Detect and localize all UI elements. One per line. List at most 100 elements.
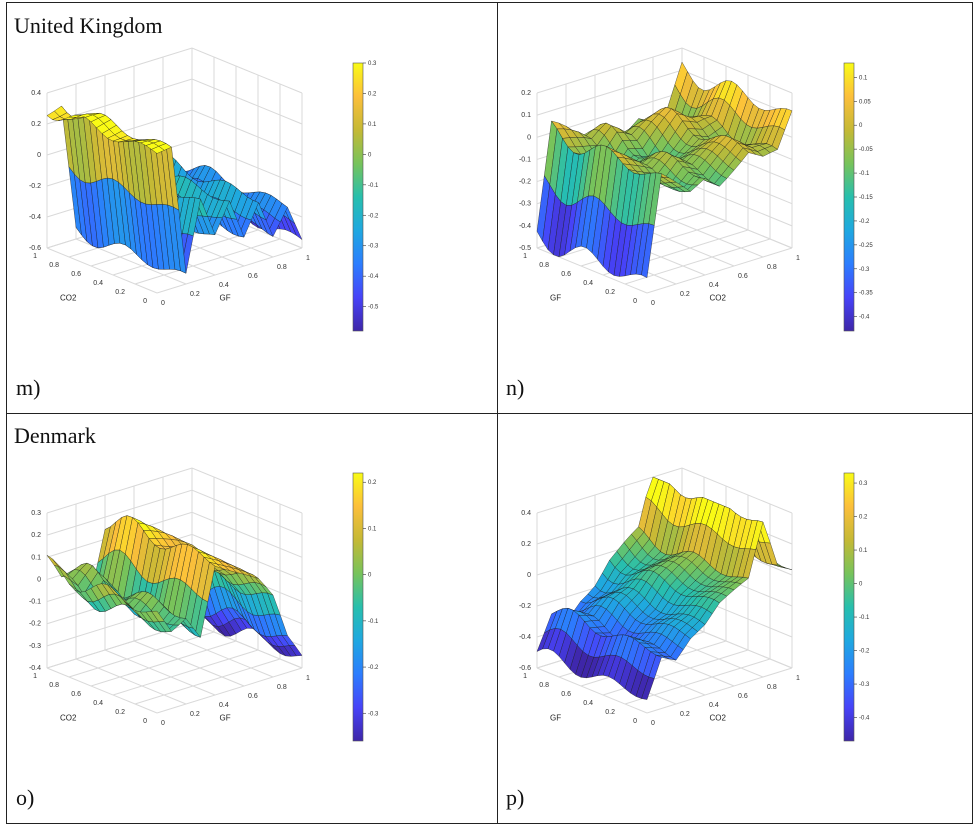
y-tick-label: 0: [633, 718, 637, 725]
z-tick-label: 0.4: [521, 510, 531, 517]
x-tick-label: 0.4: [219, 282, 229, 289]
colorbar-tick-label: -0.2: [859, 219, 870, 225]
y-axis-label: GF: [550, 294, 561, 303]
colorbar: [352, 62, 364, 332]
colorbar: [843, 62, 855, 332]
panel-label: o): [16, 785, 35, 810]
y-tick-label: 1: [523, 253, 527, 260]
panel-label: p): [506, 785, 525, 810]
y-tick-label: 0.8: [49, 262, 59, 269]
chart-panel-3: p) -0.6 -0.4 -0.2 0 0.2 0.4 1 0.8 0.6 0.4 0.2 0 0 0.2 0…: [497, 413, 973, 823]
z-tick-label: -0.2: [29, 183, 41, 190]
x-tick-label: 0.2: [680, 711, 690, 718]
colorbar-tick-label: -0.2: [368, 665, 379, 671]
x-tick-label: 1: [306, 255, 310, 262]
colorbar-tick-label: 0.1: [368, 526, 377, 532]
colorbar-tick-label: 0.3: [859, 481, 868, 487]
x-axis-label: GF: [220, 294, 231, 303]
y-tick-label: 0.6: [561, 691, 571, 698]
x-tick-label: 0: [161, 720, 165, 727]
y-tick-label: 0.2: [115, 289, 125, 296]
x-tick-label: 0.8: [277, 684, 287, 691]
z-tick-label: 0.2: [521, 90, 531, 97]
y-tick-label: 0: [633, 298, 637, 305]
z-tick-label: -0.1: [519, 156, 531, 163]
surface-mesh: [46, 515, 303, 657]
colorbar-tick-label: 0.1: [859, 548, 868, 554]
colorbar-tick-label: -0.25: [859, 243, 873, 249]
y-tick-label: 0.4: [583, 280, 593, 287]
chart-panel-0: United Kingdom m) -0.6 -0.4 -0.2 0 0.2 0.4 1 0.8 0…: [7, 3, 497, 413]
colorbar-tick-label: -0.3: [368, 244, 379, 250]
z-tick-label: -0.4: [29, 665, 41, 672]
colorbar-tick-label: 0.3: [368, 61, 377, 67]
x-tick-label: 0.2: [190, 291, 200, 298]
colorbar-tick-label: -0.35: [859, 291, 873, 297]
country-title: Denmark: [14, 423, 96, 448]
colorbar: [843, 472, 855, 742]
y-tick-label: 0: [143, 718, 147, 725]
colorbar-tick-label: 0: [368, 152, 372, 158]
z-tick-label: -0.2: [519, 603, 531, 610]
panel-label: m): [16, 375, 41, 400]
surface-face: [151, 610, 165, 622]
y-axis-label: CO2: [60, 294, 77, 303]
grid-divider-horizontal: [7, 413, 972, 414]
colorbar-tick-label: -0.4: [859, 315, 870, 321]
z-tick-label: 0: [527, 134, 531, 141]
colorbar-tick-label: -0.3: [368, 711, 379, 717]
surface-face: [151, 146, 165, 154]
y-tick-label: 1: [523, 673, 527, 680]
y-tick-label: 0.2: [115, 709, 125, 716]
y-tick-label: 1: [33, 253, 37, 260]
x-tick-label: 0.4: [709, 282, 719, 289]
x-tick-label: 0.6: [248, 273, 258, 280]
colorbar-tick-label: 0.1: [368, 122, 377, 128]
surface-mesh: [536, 61, 793, 279]
z-tick-label: -0.4: [29, 214, 41, 221]
colorbar-tick-label: -0.1: [368, 619, 379, 625]
colorbar-tick-label: -0.2: [859, 649, 870, 655]
y-tick-label: 0.6: [71, 271, 81, 278]
z-tick-label: -0.3: [29, 643, 41, 650]
colorbar-tick-label: 0.2: [368, 480, 377, 486]
z-tick-label: -0.3: [519, 201, 531, 208]
colorbar-tick-label: -0.4: [368, 274, 379, 280]
colorbar-tick-label: -0.5: [368, 305, 379, 311]
y-tick-label: 0.4: [583, 700, 593, 707]
z-tick-label: 0: [37, 152, 41, 159]
z-tick-label: 0.2: [31, 121, 41, 128]
country-title: United Kingdom: [14, 13, 163, 38]
colorbar-tick-label: 0.2: [368, 91, 377, 97]
surface-face: [641, 676, 655, 700]
z-tick-label: -0.6: [29, 245, 41, 252]
z-tick-label: -0.1: [29, 599, 41, 606]
surface-mesh: [46, 105, 303, 274]
z-tick-label: 0.2: [31, 532, 41, 539]
z-tick-label: -0.6: [519, 665, 531, 672]
colorbar-tick-label: 0: [859, 123, 863, 129]
y-tick-label: 1: [33, 673, 37, 680]
panel-label: n): [506, 375, 525, 400]
figure-grid: [6, 2, 973, 824]
z-tick-label: 0.1: [521, 112, 531, 119]
x-tick-label: 0.6: [738, 273, 748, 280]
colorbar-tick-label: 0.05: [859, 99, 871, 105]
x-tick-label: 1: [796, 675, 800, 682]
x-tick-label: 0.6: [738, 693, 748, 700]
x-tick-label: 0.8: [277, 264, 287, 271]
x-tick-label: 0.4: [709, 702, 719, 709]
y-tick-label: 0.8: [49, 682, 59, 689]
x-tick-label: 1: [306, 675, 310, 682]
colorbar-tick-label: -0.4: [859, 716, 870, 722]
z-tick-label: -0.4: [519, 223, 531, 230]
colorbar-tick-label: 0.1: [859, 75, 868, 81]
x-tick-label: 0: [651, 720, 655, 727]
x-tick-label: 0.2: [680, 291, 690, 298]
colorbar-tick-label: 0: [859, 582, 863, 588]
z-tick-label: 0.2: [521, 541, 531, 548]
z-tick-label: 0.4: [31, 90, 41, 97]
colorbar-tick-label: -0.3: [859, 682, 870, 688]
y-tick-label: 0.2: [605, 289, 615, 296]
chart-panel-1: n) -0.5 -0.4 -0.3 -0.2 -0.1 0 0.1 0.2 1 0.8 0.6 0.4 0…: [497, 3, 973, 413]
